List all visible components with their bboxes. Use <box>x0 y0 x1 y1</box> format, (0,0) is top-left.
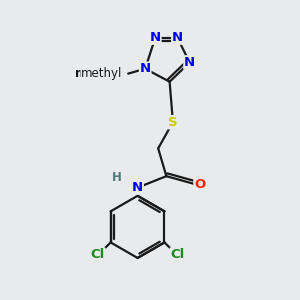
Text: Cl: Cl <box>170 248 184 261</box>
Text: O: O <box>194 178 206 191</box>
Text: Cl: Cl <box>91 248 105 261</box>
Text: N: N <box>172 31 183 44</box>
Text: N: N <box>132 181 143 194</box>
Text: N: N <box>184 56 195 69</box>
Text: N: N <box>140 62 151 75</box>
Text: N: N <box>150 31 161 44</box>
Text: H: H <box>112 171 122 184</box>
Text: S: S <box>168 116 178 129</box>
Text: methyl: methyl <box>81 67 122 80</box>
Text: methyl: methyl <box>75 67 121 80</box>
